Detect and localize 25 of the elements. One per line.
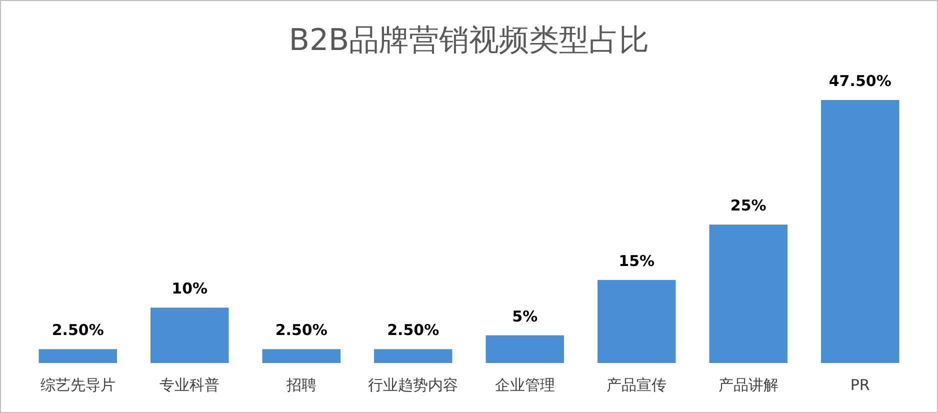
data-label: 47.50%	[828, 72, 892, 90]
data-label: 2.50%	[52, 321, 104, 340]
x-tick-label: 产品讲解	[718, 376, 778, 394]
data-label: 25%	[730, 196, 766, 215]
bar	[38, 349, 117, 363]
data-label: 10%	[172, 280, 208, 298]
bar	[262, 349, 340, 363]
x-tick-label: 企业管理	[494, 376, 555, 394]
x-tick-label: 行业趋势内容	[368, 376, 458, 394]
data-label: 15%	[618, 252, 655, 270]
chart-title: B2B品牌营销视频类型占比	[288, 23, 650, 58]
x-tick-label: 产品宣传	[606, 376, 667, 394]
bar	[598, 280, 676, 363]
data-label: 5%	[512, 307, 538, 326]
x-tick-label: PR	[850, 376, 870, 394]
bar	[150, 308, 229, 363]
bar	[374, 349, 452, 363]
x-tick-label: 综艺先导片	[40, 376, 116, 394]
data-label: 2.50%	[275, 321, 328, 340]
x-tick-label: 专业科普	[160, 376, 220, 394]
bar	[821, 100, 900, 363]
x-tick-label: 招聘	[285, 376, 316, 394]
bar	[486, 335, 564, 363]
bar	[709, 224, 788, 363]
data-label: 2.50%	[387, 321, 440, 340]
